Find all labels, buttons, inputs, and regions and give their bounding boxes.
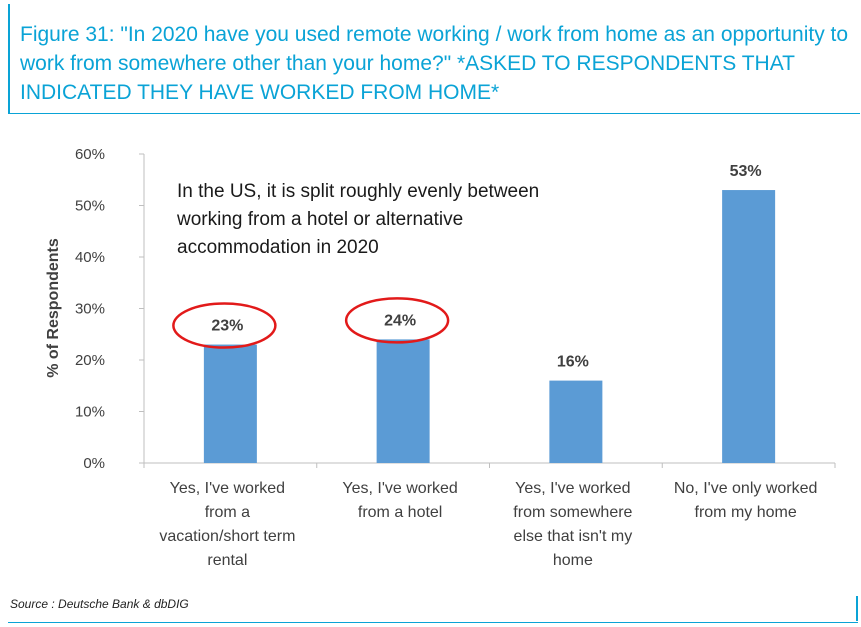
category-label: No, I've only worked <box>674 480 818 497</box>
data-label: 16% <box>557 354 589 371</box>
annotation-line: In the US, it is split roughly evenly be… <box>177 181 539 202</box>
category-label: from a hotel <box>358 504 442 521</box>
y-tick-label: 10% <box>75 404 105 421</box>
data-label: 23% <box>211 318 243 335</box>
y-tick-label: 50% <box>75 198 105 215</box>
y-tick-label: 0% <box>83 455 105 472</box>
category-label: else that isn't my <box>514 528 633 545</box>
category-label: Yes, I've worked <box>515 480 630 497</box>
category-label: from somewhere <box>513 504 632 521</box>
figure-title: Figure 31: "In 2020 have you used remote… <box>20 23 849 104</box>
data-label: 53% <box>730 163 762 180</box>
bottom-rule <box>8 622 858 623</box>
bar <box>722 190 776 464</box>
category-label: vacation/short term <box>159 528 295 545</box>
annotation-line: accommodation in 2020 <box>177 237 379 258</box>
y-tick-label: 40% <box>75 249 105 266</box>
data-label: 24% <box>384 312 416 329</box>
bar <box>549 380 603 463</box>
y-axis-title: % of Respondents <box>45 238 62 378</box>
annotation-line: working from a hotel or alternative <box>176 209 463 230</box>
category-label: Yes, I've worked <box>170 480 285 497</box>
y-tick-label: 60% <box>75 146 105 163</box>
highlight-ellipse <box>172 302 277 349</box>
category-label: Yes, I've worked <box>342 480 457 497</box>
highlight-ellipse <box>344 297 450 344</box>
category-label: rental <box>207 552 247 569</box>
bar <box>376 339 430 463</box>
y-tick-label: 30% <box>75 301 105 318</box>
category-label: home <box>553 552 593 569</box>
figure-title-block: Figure 31: "In 2020 have you used remote… <box>8 4 860 114</box>
bar <box>203 344 257 463</box>
source-note: Source : Deutsche Bank & dbDIG <box>10 597 189 611</box>
category-label: from a <box>205 504 250 521</box>
right-rule <box>856 596 858 621</box>
category-label: from my home <box>695 504 797 521</box>
y-tick-label: 20% <box>75 352 105 369</box>
